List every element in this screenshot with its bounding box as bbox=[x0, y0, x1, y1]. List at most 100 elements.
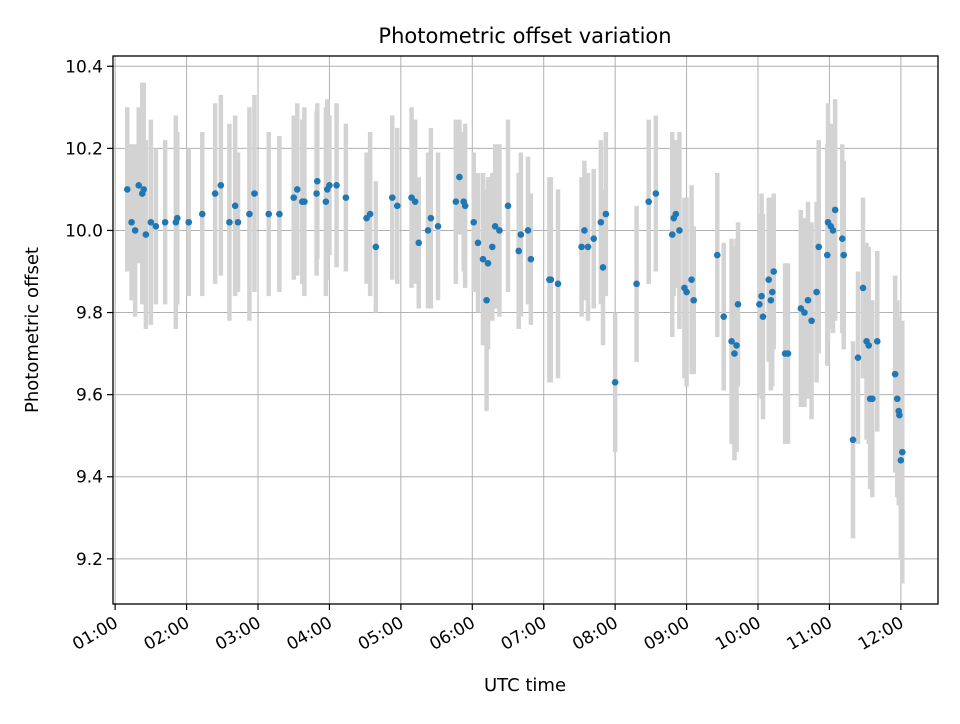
data-point bbox=[173, 214, 181, 222]
data-point bbox=[231, 202, 239, 210]
data-point bbox=[865, 342, 873, 349]
data-point bbox=[804, 296, 812, 304]
data-point bbox=[142, 231, 150, 238]
y-tick-label: 9.8 bbox=[76, 304, 103, 324]
data-point bbox=[633, 280, 640, 288]
data-point bbox=[602, 210, 610, 218]
data-point bbox=[728, 337, 735, 345]
plot-frame bbox=[112, 55, 939, 605]
data-point bbox=[891, 370, 899, 378]
data-point bbox=[470, 218, 478, 226]
y-axis-label: Photometric offset bbox=[22, 247, 43, 413]
data-point bbox=[784, 350, 792, 357]
data-point bbox=[313, 177, 321, 185]
data-point bbox=[590, 235, 598, 242]
data-point bbox=[688, 276, 695, 284]
data-point bbox=[829, 227, 837, 234]
data-points bbox=[123, 173, 906, 464]
data-point bbox=[759, 313, 767, 320]
data-point bbox=[276, 210, 283, 218]
data-point bbox=[713, 251, 721, 259]
data-point bbox=[840, 251, 848, 259]
data-point bbox=[313, 190, 320, 197]
data-point bbox=[488, 243, 496, 251]
data-point bbox=[135, 182, 143, 189]
data-point bbox=[733, 342, 740, 349]
data-point bbox=[756, 301, 763, 308]
data-point bbox=[668, 231, 676, 238]
data-point bbox=[251, 190, 258, 197]
data-point bbox=[645, 198, 653, 206]
data-point bbox=[690, 296, 698, 304]
data-point bbox=[897, 457, 905, 464]
data-point bbox=[483, 296, 490, 304]
data-point bbox=[524, 227, 532, 234]
data-point bbox=[801, 309, 808, 316]
data-point bbox=[849, 436, 857, 444]
data-point bbox=[898, 448, 906, 456]
data-point bbox=[554, 280, 562, 288]
data-point bbox=[161, 218, 169, 226]
data-point bbox=[226, 218, 233, 226]
data-point bbox=[474, 239, 482, 247]
data-point bbox=[517, 231, 525, 238]
data-point bbox=[527, 255, 535, 263]
data-point bbox=[411, 198, 419, 206]
data-point bbox=[152, 223, 160, 230]
data-point bbox=[393, 202, 401, 210]
data-point bbox=[873, 337, 881, 345]
data-point bbox=[427, 214, 435, 222]
data-point bbox=[234, 218, 242, 226]
data-point bbox=[581, 227, 588, 234]
data-point bbox=[217, 182, 225, 189]
data-point bbox=[896, 411, 903, 419]
data-point bbox=[456, 173, 463, 181]
data-point bbox=[831, 206, 839, 214]
data-point bbox=[720, 313, 728, 320]
data-point bbox=[185, 218, 193, 226]
data-point bbox=[479, 255, 487, 263]
data-point bbox=[547, 276, 555, 284]
data-point bbox=[461, 202, 469, 210]
data-point bbox=[515, 247, 523, 255]
y-tick-label: 9.2 bbox=[76, 550, 103, 570]
y-tick-label: 9.4 bbox=[76, 468, 103, 488]
data-point bbox=[597, 218, 605, 226]
data-point bbox=[838, 235, 846, 242]
y-tick-label: 10.2 bbox=[65, 139, 103, 159]
data-point bbox=[211, 190, 219, 197]
data-point bbox=[293, 186, 301, 193]
data-point bbox=[854, 354, 862, 362]
data-point bbox=[131, 227, 139, 234]
x-axis-label: UTC time bbox=[484, 675, 566, 696]
data-point bbox=[372, 243, 380, 251]
data-point bbox=[611, 379, 619, 386]
data-point bbox=[452, 198, 460, 206]
data-point bbox=[424, 227, 432, 234]
data-point bbox=[246, 210, 253, 218]
data-point bbox=[893, 395, 901, 403]
data-point bbox=[128, 218, 135, 226]
data-point bbox=[823, 251, 831, 259]
y-tick-label: 9.6 bbox=[76, 386, 103, 406]
data-point bbox=[484, 259, 492, 267]
data-point bbox=[491, 223, 499, 230]
data-point bbox=[415, 239, 423, 247]
data-point bbox=[765, 276, 773, 284]
data-point bbox=[808, 317, 815, 325]
data-point bbox=[652, 190, 660, 197]
data-point bbox=[140, 186, 148, 193]
data-point bbox=[770, 268, 778, 275]
y-axis-ticks: 9.2 9.4 9.6 9.8 10.0 10.2 10.4 bbox=[65, 57, 113, 570]
data-point bbox=[496, 227, 503, 234]
data-point bbox=[147, 218, 155, 226]
data-point bbox=[815, 243, 823, 251]
data-point bbox=[813, 288, 820, 296]
data-point bbox=[265, 210, 273, 218]
data-point bbox=[326, 182, 333, 189]
data-point bbox=[584, 243, 592, 251]
data-point bbox=[322, 198, 330, 206]
data-point bbox=[123, 186, 131, 193]
data-point bbox=[301, 198, 308, 206]
